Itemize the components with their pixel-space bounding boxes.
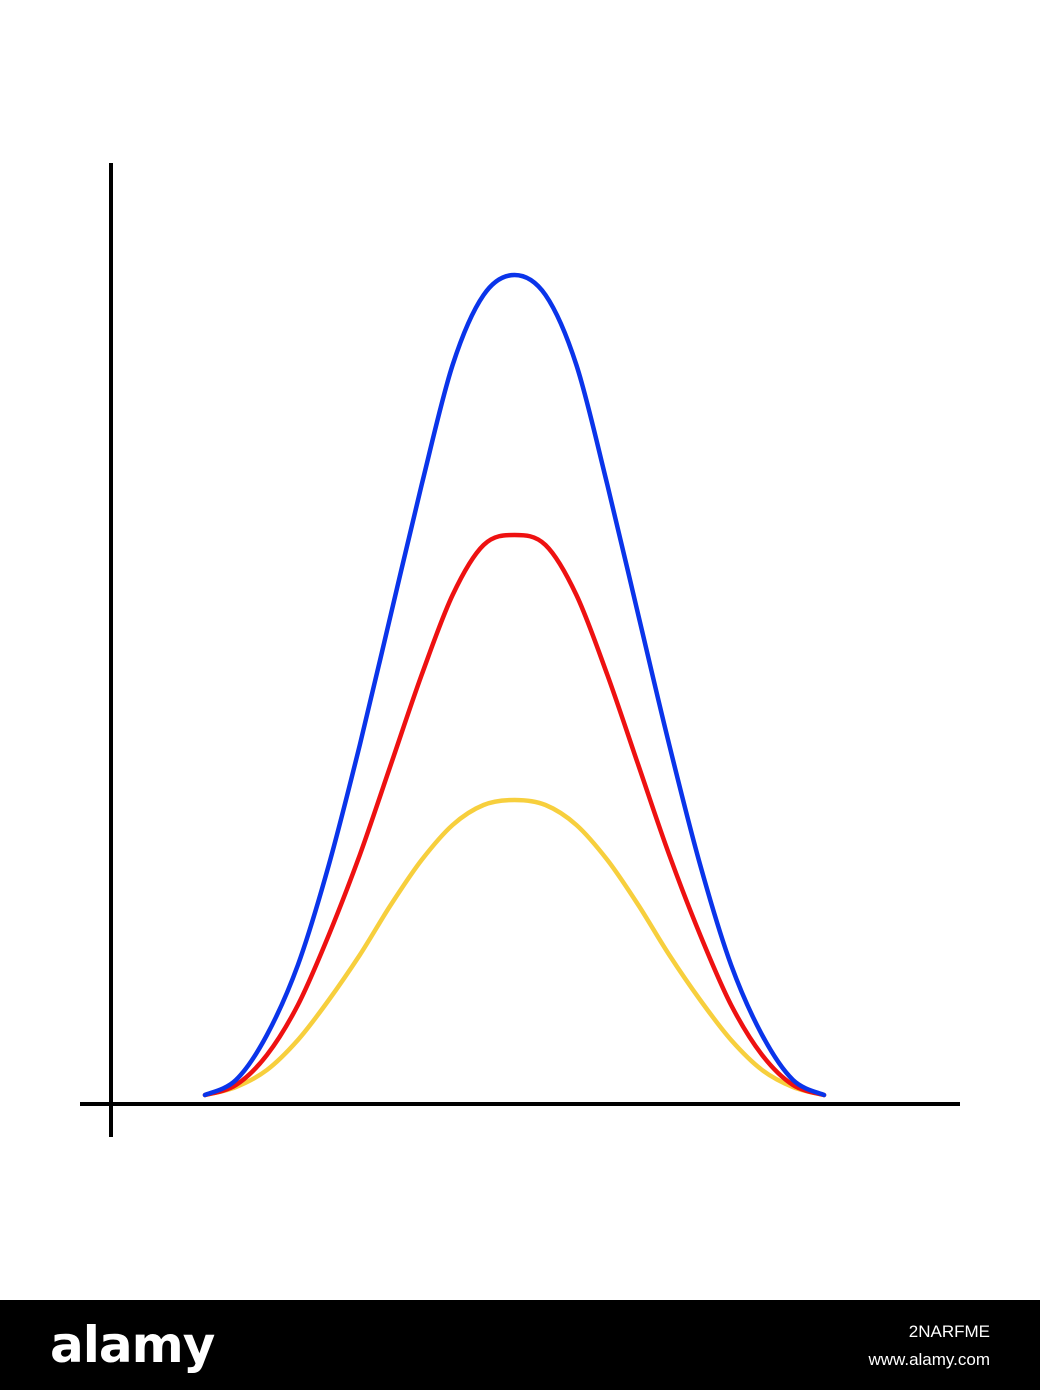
series-line-red xyxy=(202,532,827,1098)
watermark-site-url: www.alamy.com xyxy=(868,1350,990,1369)
series-line-yellow xyxy=(202,797,827,1098)
watermark-brand: alamy xyxy=(50,1316,215,1374)
watermark-image-id: 2NARFME xyxy=(908,1322,990,1341)
series-line-blue xyxy=(202,272,827,1098)
chart xyxy=(80,163,960,1137)
series-layer xyxy=(202,272,827,1098)
watermark-bar: alamy 2NARFME www.alamy.com xyxy=(0,1300,1040,1390)
